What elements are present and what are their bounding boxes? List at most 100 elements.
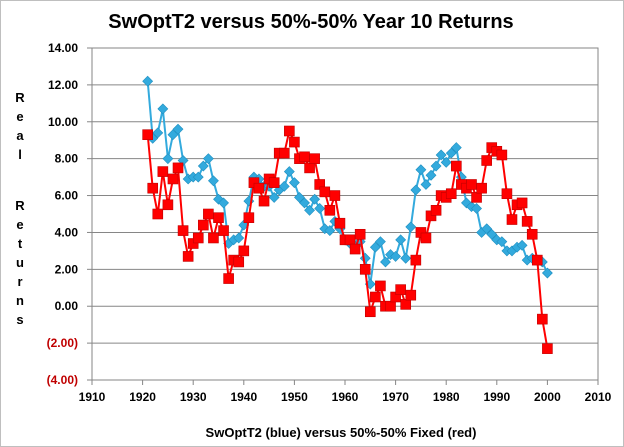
data-point xyxy=(147,182,159,194)
data-point xyxy=(400,252,412,264)
data-point xyxy=(531,254,543,266)
data-point xyxy=(324,225,336,237)
data-point xyxy=(198,219,209,231)
data-point xyxy=(283,166,295,178)
data-point xyxy=(152,208,164,220)
data-point xyxy=(304,204,316,216)
y-tick-label: 6.00 xyxy=(55,189,79,203)
y-axis-ticks: 14.00 12.00 10.00 8.00 6.00 4.00 2.00 0.00 (2.00… xyxy=(47,41,92,387)
data-point xyxy=(425,169,437,181)
gridlines xyxy=(92,47,598,381)
data-point xyxy=(501,188,513,200)
data-point xyxy=(319,186,331,198)
data-point xyxy=(213,212,224,223)
data-point xyxy=(294,191,305,203)
data-point xyxy=(476,182,487,194)
y-tick-label: 8.00 xyxy=(55,152,79,166)
data-point xyxy=(192,171,204,183)
data-point xyxy=(450,142,462,154)
data-point xyxy=(521,216,533,227)
y-axis-label-letter: R xyxy=(15,198,25,213)
data-point xyxy=(516,197,528,209)
y-tick-label: 2.00 xyxy=(55,262,79,276)
data-point xyxy=(385,300,396,312)
data-point xyxy=(471,203,482,214)
data-point xyxy=(541,267,553,279)
y-axis-label-letter: l xyxy=(18,147,22,162)
data-point xyxy=(375,280,386,292)
y-axis-label-letter: a xyxy=(16,128,24,143)
data-point xyxy=(172,123,184,135)
data-point xyxy=(420,179,432,190)
data-point xyxy=(496,236,508,248)
data-point xyxy=(208,175,219,187)
data-point xyxy=(329,190,341,201)
data-point xyxy=(445,188,457,200)
data-point xyxy=(440,156,452,168)
data-point xyxy=(243,212,255,223)
data-point xyxy=(451,160,462,172)
y-axis-label-letter: e xyxy=(16,217,23,232)
data-point xyxy=(167,129,179,141)
series-group xyxy=(142,75,553,354)
y-tick-label: 0.00 xyxy=(55,299,79,313)
y-tick-label: 4.00 xyxy=(55,225,79,239)
data-point xyxy=(526,228,538,240)
data-point xyxy=(395,234,407,246)
data-point xyxy=(288,177,300,189)
y-tick-label: 14.00 xyxy=(48,41,78,55)
data-point xyxy=(203,208,214,220)
data-point xyxy=(233,256,245,268)
data-point xyxy=(370,291,381,303)
x-tick-label: 1920 xyxy=(129,390,156,404)
y-tick-label: (2.00) xyxy=(47,336,78,350)
data-point xyxy=(430,205,442,216)
data-point xyxy=(299,197,310,209)
series-line xyxy=(146,81,549,286)
data-point xyxy=(354,228,366,240)
data-point xyxy=(405,221,417,233)
data-point xyxy=(268,191,280,203)
data-point xyxy=(369,241,381,253)
data-point xyxy=(258,195,270,207)
data-point xyxy=(496,149,508,161)
data-point xyxy=(390,250,402,262)
x-tick-label: 1960 xyxy=(332,390,359,404)
data-point xyxy=(142,75,154,87)
data-point xyxy=(304,162,315,174)
data-point xyxy=(278,180,290,192)
data-point xyxy=(334,217,346,229)
data-point xyxy=(359,264,371,275)
data-point xyxy=(289,136,300,148)
y-tick-label: 12.00 xyxy=(48,78,78,92)
x-tick-label: 1950 xyxy=(281,390,308,404)
data-point xyxy=(430,160,442,172)
data-point xyxy=(410,254,422,266)
data-point xyxy=(162,153,174,165)
data-point xyxy=(420,232,432,244)
data-point xyxy=(299,151,310,163)
x-tick-label: 1940 xyxy=(230,390,257,404)
x-tick-label: 1930 xyxy=(180,390,207,404)
x-tick-label: 1990 xyxy=(483,390,510,404)
x-axis-ticks: 1910 1920 1930 1940 1950 1960 1970 1980 1990 2000… xyxy=(79,380,612,404)
data-point xyxy=(380,256,391,268)
data-point xyxy=(314,203,326,214)
y-tick-label: 10.00 xyxy=(48,115,78,129)
data-point xyxy=(162,199,174,211)
data-point xyxy=(471,192,482,203)
y-tick-label: (4.00) xyxy=(47,373,78,387)
plot-area xyxy=(91,47,599,381)
data-point xyxy=(395,284,406,295)
data-point xyxy=(506,214,518,225)
data-point xyxy=(349,243,361,255)
data-point xyxy=(516,239,528,251)
data-point xyxy=(223,273,234,284)
series-1 xyxy=(142,75,553,290)
x-tick-label: 1980 xyxy=(433,390,460,404)
y-axis-label-letter: t xyxy=(18,236,23,251)
data-point xyxy=(542,343,553,354)
data-point xyxy=(374,236,386,248)
